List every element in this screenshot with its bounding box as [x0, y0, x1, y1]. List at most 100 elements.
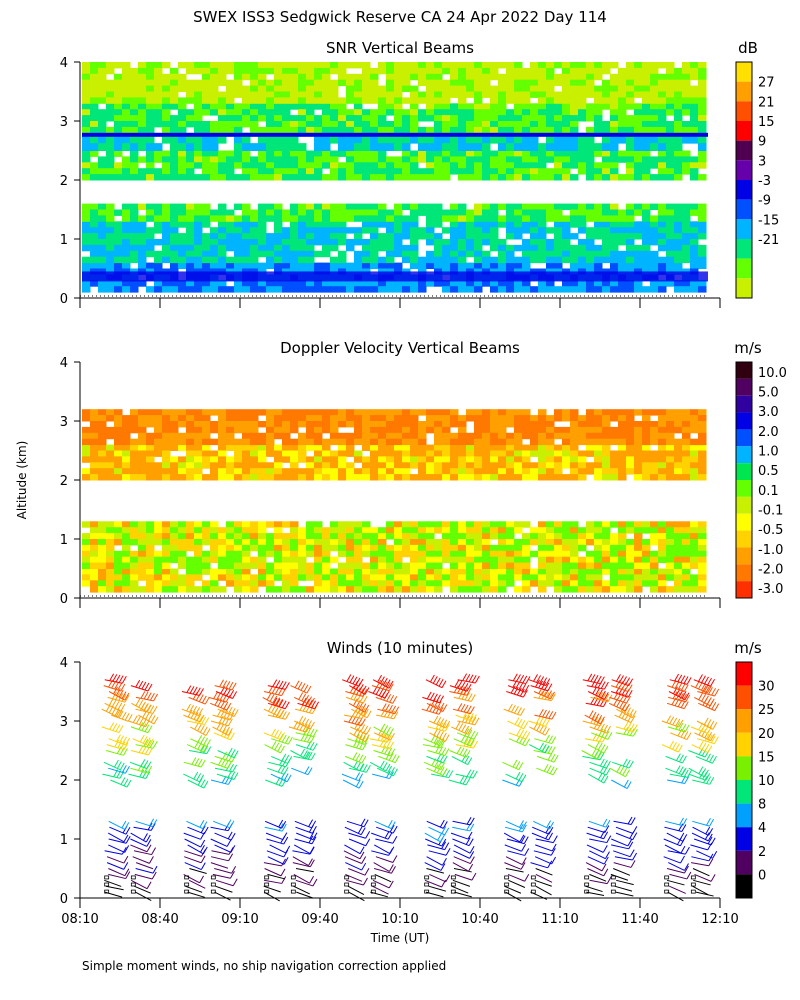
- heatmap-cell: [82, 568, 91, 575]
- heatmap-cell: [434, 468, 443, 475]
- heatmap-cell: [98, 62, 107, 69]
- heatmap-cell: [346, 568, 355, 575]
- heatmap-cell: [370, 174, 379, 181]
- heatmap-cell: [562, 79, 571, 87]
- heatmap-cell: [362, 79, 371, 87]
- heatmap-cell: [474, 203, 483, 210]
- heatmap-cell: [634, 209, 643, 216]
- heatmap-cell: [258, 527, 267, 534]
- heatmap-cell: [146, 73, 155, 81]
- heatmap-cell: [698, 521, 707, 528]
- heatmap-cell: [354, 456, 363, 463]
- heatmap-cell: [314, 221, 323, 228]
- heatmap-cell: [170, 150, 179, 157]
- heatmap-cell: [186, 556, 195, 564]
- wind-barb: [133, 885, 151, 894]
- heatmap-cell: [178, 533, 187, 540]
- heatmap-cell: [210, 533, 219, 540]
- heatmap-cell: [674, 250, 683, 258]
- heatmap-cell: [378, 580, 387, 587]
- heatmap-cell: [426, 162, 435, 169]
- heatmap-cell: [322, 156, 331, 163]
- heatmap-cell: [586, 239, 595, 246]
- heatmap-cell: [554, 233, 563, 240]
- heatmap-cell: [514, 215, 523, 222]
- heatmap-cell: [274, 280, 283, 287]
- heatmap-cell: [274, 539, 283, 546]
- heatmap-cell: [178, 103, 187, 110]
- wind-barb-flag: [124, 712, 130, 721]
- heatmap-cell: [450, 227, 459, 234]
- heatmap-cell: [170, 85, 179, 92]
- heatmap-cell: [666, 156, 675, 163]
- heatmap-cell: [474, 67, 483, 75]
- heatmap-cell: [426, 580, 435, 587]
- heatmap-cell: [202, 233, 211, 240]
- heatmap-cell: [474, 103, 483, 110]
- heatmap-cell: [666, 97, 675, 104]
- heatmap-cell: [578, 438, 587, 446]
- heatmap-cell: [290, 239, 299, 246]
- heatmap-cell: [154, 432, 163, 440]
- heatmap-cell: [290, 168, 299, 175]
- heatmap-cell: [82, 79, 91, 87]
- heatmap-cell: [674, 126, 683, 134]
- heatmap-cell: [386, 574, 395, 581]
- heatmap-cell: [634, 556, 643, 564]
- heatmap-cell: [626, 438, 635, 446]
- wind-barb: [183, 773, 200, 783]
- heatmap-cell: [370, 544, 379, 552]
- heatmap-cell: [362, 426, 371, 434]
- heatmap-cell: [146, 135, 155, 144]
- heatmap-cell: [602, 203, 611, 210]
- heatmap-cell: [586, 135, 595, 144]
- heatmap-cell: [690, 580, 699, 587]
- heatmap-cell: [218, 73, 227, 81]
- wind-barb: [348, 868, 366, 876]
- heatmap-cell: [554, 444, 563, 451]
- wind-barb: [210, 838, 228, 847]
- heatmap-cell: [274, 586, 283, 593]
- heatmap-cell: [498, 203, 507, 210]
- wind-barb-flag: [120, 741, 126, 750]
- colorbar-swatch: [736, 480, 752, 497]
- wind-barb: [108, 873, 126, 880]
- heatmap-cell: [698, 73, 707, 81]
- heatmap-cell: [154, 250, 163, 258]
- heatmap-cell: [578, 250, 587, 258]
- heatmap-cell: [354, 215, 363, 222]
- heatmap-cell: [290, 468, 299, 475]
- wind-barb-flag: [124, 845, 130, 853]
- heatmap-cell: [258, 262, 267, 269]
- heatmap-cell: [698, 550, 707, 558]
- heatmap-cell: [290, 568, 299, 575]
- heatmap-cell: [202, 550, 211, 558]
- heatmap-cell: [90, 562, 99, 569]
- heatmap-cell: [106, 256, 115, 264]
- wind-barb: [265, 779, 283, 787]
- heatmap-cell: [338, 539, 347, 546]
- heatmap-cell: [314, 550, 323, 558]
- heatmap-cell: [450, 143, 459, 151]
- heatmap-cell: [458, 438, 467, 446]
- heatmap-cell: [458, 73, 467, 81]
- heatmap-cell: [418, 203, 427, 210]
- heatmap-cell: [394, 262, 403, 269]
- heatmap-cell: [290, 250, 299, 258]
- heatmap-cell: [210, 73, 219, 81]
- heatmap-cell: [442, 143, 451, 151]
- heatmap-cell: [570, 67, 579, 75]
- heatmap-cell: [362, 227, 371, 234]
- heatmap-cell: [282, 580, 291, 587]
- heatmap-cell: [458, 79, 467, 87]
- wind-barb-flag: [141, 681, 147, 690]
- heatmap-cell: [122, 221, 131, 228]
- heatmap-cell: [586, 244, 595, 252]
- heatmap-cell: [634, 162, 643, 169]
- heatmap-cell: [98, 286, 107, 293]
- heatmap-cell: [682, 568, 691, 575]
- heatmap-cell: [426, 262, 435, 269]
- heatmap-cell: [106, 409, 115, 416]
- heatmap-cell: [378, 426, 387, 434]
- heatmap-cell: [426, 73, 435, 81]
